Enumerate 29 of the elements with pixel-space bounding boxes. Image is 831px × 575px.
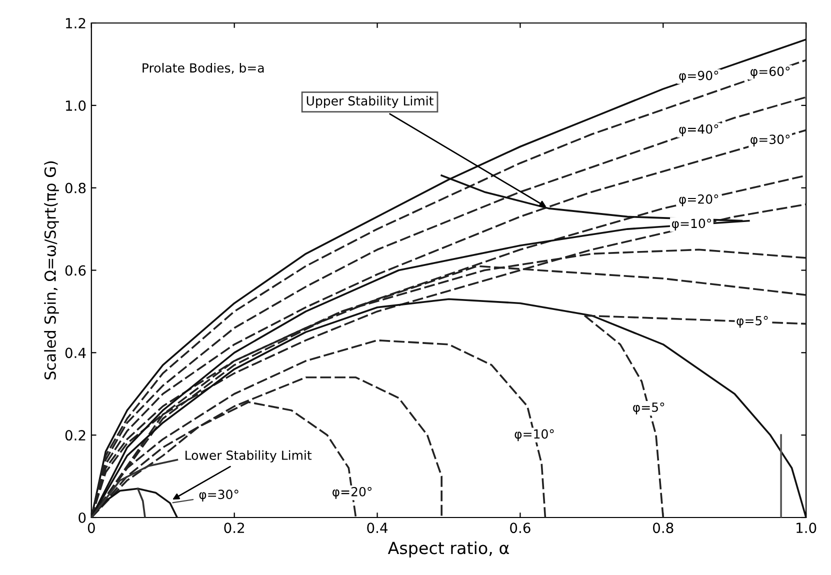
annotation: φ=90°	[679, 70, 718, 83]
y-axis-title: Scaled Spin, Ω=ω/Sqrt(πρ G)	[44, 161, 59, 380]
y-tick-label: 0.2	[65, 430, 86, 441]
annotation: φ=30°	[199, 490, 238, 502]
y-tick-label: 0.8	[65, 182, 86, 194]
annotation: φ=30°	[750, 134, 790, 146]
annotation: φ=5°	[736, 316, 768, 328]
y-tick-label: 0	[78, 512, 86, 523]
annotation: Prolate Bodies, b=a	[142, 62, 264, 74]
annotation: φ=40°	[679, 124, 718, 136]
x-tick-label: 0.6	[510, 522, 530, 534]
annotation: φ=10°	[672, 218, 711, 231]
annotation: φ=5°	[633, 402, 664, 414]
x-tick-label: 0.4	[367, 522, 388, 534]
annotation: Lower Stability Limit	[186, 450, 312, 462]
x-axis-title: Aspect ratio, α	[388, 541, 509, 558]
x-tick-label: 1.0	[796, 522, 816, 534]
x-tick-label: 0.2	[224, 522, 244, 534]
annotation: φ=60°	[750, 66, 790, 78]
annotation: φ=10°	[514, 429, 554, 442]
annotation: φ=20°	[332, 486, 372, 499]
y-tick-label: 1.2	[66, 18, 86, 28]
y-tick-label: 1.0	[66, 100, 86, 111]
y-tick-label: 0.6	[65, 265, 86, 276]
annotation: φ=20°	[679, 194, 718, 206]
y-tick-label: 0.4	[65, 348, 86, 358]
x-tick-label: 0.8	[653, 522, 674, 534]
x-tick-label: 0	[88, 522, 95, 534]
annotation: Upper Stability Limit	[306, 96, 434, 108]
